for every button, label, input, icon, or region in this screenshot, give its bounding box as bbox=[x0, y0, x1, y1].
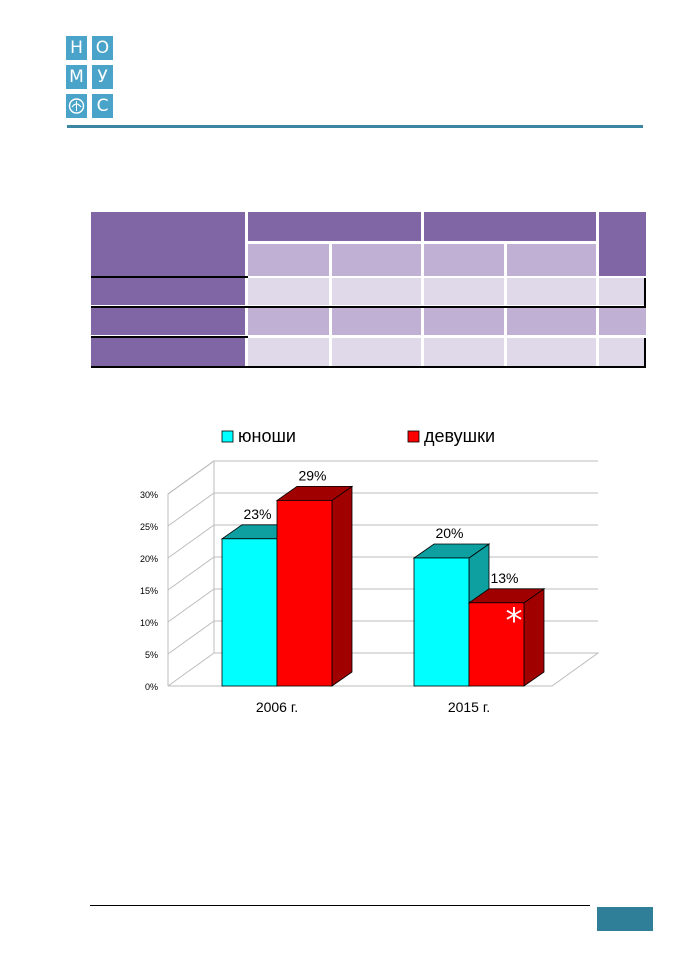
table-cell bbox=[599, 308, 646, 335]
bar-side bbox=[523, 588, 545, 687]
logo-letter: Н bbox=[66, 36, 87, 60]
table-cell bbox=[248, 338, 329, 366]
table-cell bbox=[248, 308, 329, 335]
x-category-label: 2006 г. bbox=[256, 699, 298, 715]
footer-rule bbox=[90, 905, 590, 906]
table-cell bbox=[424, 338, 504, 366]
table-cell bbox=[332, 338, 421, 366]
logo-letter: С bbox=[92, 94, 113, 118]
gridline bbox=[167, 524, 598, 559]
table-rule bbox=[91, 336, 248, 338]
bar-value-label: 13% bbox=[490, 570, 518, 586]
table-cell bbox=[424, 278, 504, 305]
bar bbox=[468, 602, 525, 687]
table-header-cell bbox=[424, 212, 596, 241]
table-header-cell bbox=[91, 212, 245, 276]
y-tick-label: 10% bbox=[140, 618, 158, 628]
bar bbox=[276, 500, 333, 687]
table-cell bbox=[599, 338, 644, 366]
table-rule bbox=[91, 306, 646, 308]
logo-letter: М bbox=[66, 65, 87, 89]
legend-label: юноши bbox=[238, 426, 296, 446]
bar-side bbox=[331, 485, 353, 687]
table-subheader-cell bbox=[248, 244, 329, 276]
data-table bbox=[91, 212, 646, 368]
table-row-header bbox=[91, 308, 245, 335]
y-tick-label: 30% bbox=[140, 490, 158, 500]
table-subheader-cell bbox=[332, 244, 421, 276]
gridline bbox=[167, 460, 598, 495]
y-tick-label: 25% bbox=[140, 522, 158, 532]
x-category-label: 2015 г. bbox=[448, 699, 490, 715]
bar bbox=[221, 538, 278, 687]
gridline bbox=[167, 460, 598, 495]
legend-swatch bbox=[221, 430, 234, 443]
table-cell bbox=[332, 278, 421, 305]
logo-emblem-icon bbox=[66, 94, 87, 118]
table-rule bbox=[644, 338, 646, 366]
legend-label: девушки bbox=[424, 426, 495, 446]
legend-swatch bbox=[407, 430, 420, 443]
table-cell bbox=[507, 338, 596, 366]
table-rule bbox=[91, 366, 646, 368]
table-header-cell bbox=[599, 212, 646, 276]
gridline bbox=[167, 492, 598, 527]
y-tick-label: 5% bbox=[145, 650, 158, 660]
y-tick-label: 0% bbox=[145, 682, 158, 692]
bar-value-label: 20% bbox=[435, 525, 463, 541]
bar-value-label: 23% bbox=[243, 506, 271, 522]
page-number-box bbox=[597, 907, 653, 931]
table-subheader-cell bbox=[424, 244, 504, 276]
chart-canvas: 0% 5% 10% 15% 20% 25% 30% юноши девушки 23% 29% 200… bbox=[140, 426, 600, 715]
logo-letter: О bbox=[92, 36, 113, 60]
asterisk-annotation: * bbox=[506, 601, 523, 641]
table-cell bbox=[507, 308, 596, 335]
bar-value-label: 29% bbox=[298, 467, 326, 483]
table-rule bbox=[644, 278, 646, 306]
logo-letter: У bbox=[92, 65, 113, 89]
bar-chart: 0% 5% 10% 15% 20% 25% 30% юноши девушки 23% 29% 200… bbox=[130, 420, 610, 720]
table-row-header bbox=[91, 338, 245, 366]
table-cell bbox=[248, 278, 329, 305]
y-tick-label: 15% bbox=[140, 586, 158, 596]
y-tick-label: 20% bbox=[140, 554, 158, 564]
table-row-header bbox=[91, 278, 245, 305]
table-subheader-cell bbox=[507, 244, 596, 276]
header-rule bbox=[67, 125, 643, 128]
bar bbox=[413, 557, 470, 687]
table-rule bbox=[91, 276, 248, 278]
table-cell bbox=[599, 278, 644, 305]
table-header-cell bbox=[248, 212, 421, 241]
table-cell bbox=[507, 278, 596, 305]
table-cell bbox=[332, 308, 421, 335]
table-cell bbox=[424, 308, 504, 335]
nomus-logo: Н О М У С bbox=[66, 36, 113, 118]
